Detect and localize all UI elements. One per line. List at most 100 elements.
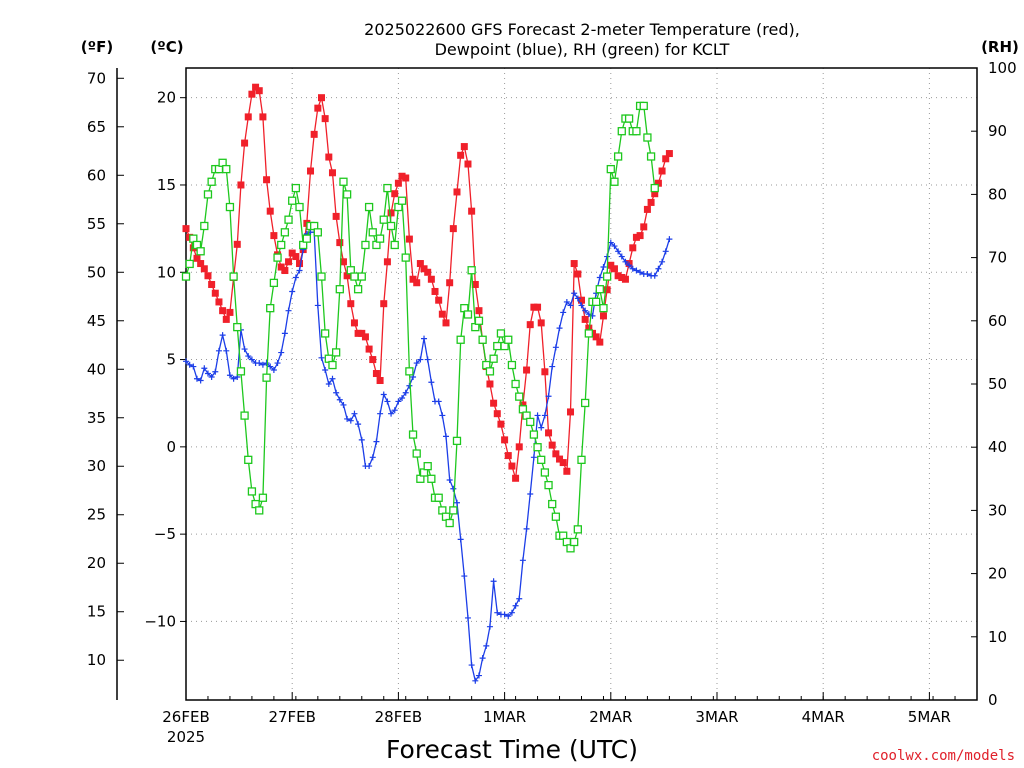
dewpoint-marker xyxy=(270,367,277,374)
dewpoint-marker xyxy=(358,436,365,443)
rh-marker xyxy=(412,449,421,458)
dewpoint-marker xyxy=(512,602,519,609)
temperature-marker xyxy=(464,160,472,168)
rh-marker xyxy=(196,247,205,256)
dewpoint-marker xyxy=(223,347,230,354)
x-tick-label: 2MAR xyxy=(589,708,632,726)
celsius-tick-label: 15 xyxy=(157,176,176,194)
rh-marker xyxy=(361,240,370,250)
dewpoint-marker xyxy=(574,295,581,302)
dewpoint-marker xyxy=(292,274,299,281)
temperature-marker xyxy=(252,83,260,91)
temperature-marker xyxy=(193,254,201,262)
dewpoint-marker xyxy=(622,258,629,265)
temperature-marker xyxy=(453,188,461,196)
dewpoint-marker xyxy=(296,267,303,274)
temperature-marker xyxy=(556,455,564,463)
x-tick-label: 26FEB xyxy=(162,708,209,726)
dewpoint-marker xyxy=(472,677,479,684)
dewpoint-marker xyxy=(369,454,376,461)
rh-marker xyxy=(317,272,326,281)
temperature-marker xyxy=(248,90,256,98)
temperature-marker xyxy=(365,345,373,353)
temperature-marker xyxy=(237,181,245,189)
dewpoint-marker xyxy=(219,332,226,339)
dewpoint-marker xyxy=(468,662,475,669)
temperature-marker xyxy=(490,399,498,407)
rh-marker xyxy=(291,183,301,193)
rh-marker xyxy=(507,360,517,370)
temperature-marker xyxy=(508,462,516,470)
rh-tick-label: 50 xyxy=(988,375,1007,393)
temperature-marker xyxy=(654,179,662,187)
temperature-marker xyxy=(563,467,571,475)
rh-marker xyxy=(610,177,619,186)
rh-marker xyxy=(449,506,458,515)
rh-marker xyxy=(350,272,359,281)
fahrenheit-unit-label: (ºF) xyxy=(81,38,113,56)
rh-marker xyxy=(328,360,337,370)
rh-marker xyxy=(606,164,615,174)
rh-marker xyxy=(207,177,216,186)
x-tick-label: 1MAR xyxy=(483,708,526,726)
chart-title-line2: Dewpoint (blue), RH (green) for KCLT xyxy=(435,40,730,59)
temperature-marker xyxy=(501,436,509,444)
temperature-marker xyxy=(629,244,637,252)
dewpoint-marker xyxy=(457,536,464,543)
dewpoint-marker xyxy=(241,346,248,353)
rh-marker xyxy=(617,127,626,136)
rh-marker xyxy=(602,272,612,281)
fahrenheit-tick-label: 65 xyxy=(87,118,106,136)
rh-marker xyxy=(383,183,392,193)
dewpoint-marker xyxy=(333,389,340,396)
dewpoint-marker xyxy=(183,358,189,365)
temperature-marker xyxy=(394,179,402,187)
dewpoint-marker xyxy=(351,410,358,417)
rh-marker xyxy=(339,177,348,186)
temperature-marker xyxy=(285,258,293,266)
rh-marker xyxy=(203,190,213,199)
fahrenheit-tick-label: 25 xyxy=(87,506,106,524)
temperature-marker xyxy=(607,261,615,269)
rh-marker xyxy=(368,228,377,237)
dewpoint-marker xyxy=(259,361,266,368)
dewpoint-marker xyxy=(530,454,537,461)
temperature-marker xyxy=(211,289,219,297)
dewpoint-marker xyxy=(336,396,343,403)
temperature-marker xyxy=(241,139,249,147)
temperature-marker xyxy=(208,280,216,288)
temperature-marker xyxy=(197,260,205,268)
temperature-marker xyxy=(545,429,553,437)
rh-marker xyxy=(504,335,513,344)
temperature-marker xyxy=(548,441,556,449)
temperature-marker xyxy=(643,205,651,213)
dewpoint-marker xyxy=(325,381,332,387)
rh-marker xyxy=(526,417,535,427)
temperature-marker xyxy=(413,279,421,287)
dewpoint-marker xyxy=(278,349,285,356)
temperature-marker xyxy=(215,298,223,306)
rh-marker xyxy=(342,190,352,199)
rh-marker xyxy=(331,348,341,357)
rh-marker xyxy=(405,367,414,376)
dewpoint-marker xyxy=(193,375,200,382)
temperature-marker xyxy=(310,130,318,138)
dewpoint-marker xyxy=(201,365,208,372)
dewpoint-marker xyxy=(391,407,398,414)
dewpoint-marker xyxy=(344,415,351,422)
temperature-marker xyxy=(361,333,369,341)
dewpoint-marker xyxy=(417,356,424,363)
temperature-marker xyxy=(475,307,483,315)
axes xyxy=(116,67,978,701)
rh-marker xyxy=(434,493,443,502)
dewpoint-marker xyxy=(541,412,548,419)
temperature-marker xyxy=(596,338,604,346)
series-group xyxy=(182,83,673,482)
temperature-marker xyxy=(270,232,278,240)
dewpoint-marker xyxy=(314,302,321,309)
dewpoint-marker xyxy=(384,398,391,405)
dewpoint-marker xyxy=(483,642,490,649)
temperature-marker xyxy=(581,315,589,323)
rh-marker xyxy=(548,499,557,509)
temperature-marker xyxy=(618,274,626,282)
